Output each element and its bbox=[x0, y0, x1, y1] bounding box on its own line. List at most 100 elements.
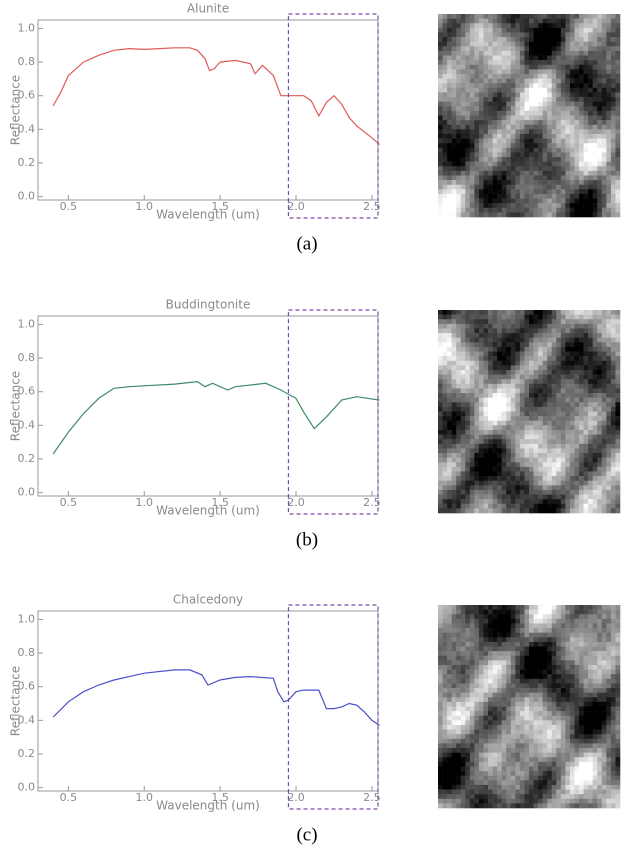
map-pixel bbox=[543, 633, 548, 638]
map-pixel bbox=[606, 60, 611, 65]
map-pixel bbox=[479, 69, 484, 74]
map-pixel bbox=[465, 702, 470, 707]
map-pixel bbox=[529, 111, 534, 116]
map-pixel bbox=[570, 633, 575, 638]
map-pixel bbox=[465, 347, 470, 352]
map-pixel bbox=[511, 739, 516, 744]
map-pixel bbox=[538, 328, 543, 333]
map-pixel bbox=[575, 393, 580, 398]
map-pixel bbox=[579, 674, 584, 679]
map-pixel bbox=[606, 97, 611, 102]
map-pixel bbox=[579, 356, 584, 361]
map-pixel bbox=[615, 462, 620, 467]
map-pixel bbox=[465, 352, 470, 357]
map-pixel bbox=[511, 32, 516, 37]
map-pixel bbox=[538, 439, 543, 444]
map-pixel bbox=[456, 697, 461, 702]
map-pixel bbox=[524, 175, 529, 180]
map-pixel bbox=[488, 720, 493, 725]
map-pixel bbox=[443, 476, 448, 481]
map-pixel bbox=[606, 56, 611, 61]
map-pixel bbox=[443, 430, 448, 435]
map-pixel bbox=[579, 111, 584, 116]
map-pixel bbox=[465, 739, 470, 744]
map-pixel bbox=[465, 725, 470, 730]
map-pixel bbox=[561, 56, 566, 61]
map-pixel bbox=[502, 614, 507, 619]
map-pixel bbox=[543, 730, 548, 735]
map-pixel bbox=[461, 730, 466, 735]
map-pixel bbox=[584, 46, 589, 51]
map-pixel bbox=[511, 23, 516, 28]
map-pixel bbox=[611, 208, 616, 213]
map-pixel bbox=[529, 143, 534, 148]
map-pixel bbox=[552, 407, 557, 412]
map-pixel bbox=[447, 310, 452, 315]
map-pixel bbox=[447, 660, 452, 665]
map-pixel bbox=[575, 319, 580, 324]
map-pixel bbox=[456, 453, 461, 458]
map-pixel bbox=[452, 129, 457, 134]
map-pixel bbox=[524, 14, 529, 19]
map-pixel bbox=[456, 785, 461, 790]
map-pixel bbox=[602, 398, 607, 403]
map-pixel bbox=[456, 361, 461, 366]
map-pixel bbox=[611, 51, 616, 56]
map-pixel bbox=[488, 766, 493, 771]
map-pixel bbox=[452, 670, 457, 675]
map-pixel bbox=[556, 707, 561, 712]
map-pixel bbox=[520, 152, 525, 157]
map-pixel bbox=[547, 19, 552, 24]
map-pixel bbox=[502, 203, 507, 208]
map-pixel bbox=[461, 490, 466, 495]
map-pixel bbox=[497, 384, 502, 389]
map-pixel bbox=[579, 28, 584, 33]
map-pixel bbox=[611, 430, 616, 435]
map-pixel bbox=[570, 379, 575, 384]
map-pixel bbox=[493, 162, 498, 167]
map-pixel bbox=[497, 111, 502, 116]
map-pixel bbox=[534, 619, 539, 624]
map-pixel bbox=[443, 370, 448, 375]
map-pixel bbox=[474, 762, 479, 767]
map-pixel bbox=[461, 375, 466, 380]
map-pixel bbox=[447, 743, 452, 748]
map-pixel bbox=[556, 416, 561, 421]
map-pixel bbox=[588, 310, 593, 315]
map-pixel bbox=[488, 328, 493, 333]
map-pixel bbox=[611, 412, 616, 417]
map-pixel bbox=[438, 328, 443, 333]
map-pixel bbox=[438, 435, 443, 440]
map-pixel bbox=[524, 352, 529, 357]
map-pixel bbox=[438, 393, 443, 398]
map-pixel bbox=[493, 199, 498, 204]
map-pixel bbox=[479, 379, 484, 384]
map-pixel bbox=[456, 508, 461, 513]
map-pixel bbox=[529, 19, 534, 24]
map-pixel bbox=[474, 753, 479, 758]
map-pixel bbox=[593, 203, 598, 208]
map-pixel bbox=[474, 134, 479, 139]
map-pixel bbox=[606, 365, 611, 370]
map-pixel bbox=[543, 610, 548, 615]
map-pixel bbox=[506, 458, 511, 463]
map-pixel bbox=[565, 416, 570, 421]
map-pixel bbox=[538, 189, 543, 194]
map-pixel bbox=[470, 97, 475, 102]
map-pixel bbox=[602, 185, 607, 190]
map-pixel bbox=[570, 14, 575, 19]
map-pixel bbox=[456, 189, 461, 194]
map-pixel bbox=[484, 693, 489, 698]
map-pixel bbox=[611, 185, 616, 190]
map-pixel bbox=[447, 467, 452, 472]
map-pixel bbox=[615, 352, 620, 357]
map-pixel bbox=[561, 416, 566, 421]
map-pixel bbox=[515, 642, 520, 647]
map-pixel bbox=[547, 743, 552, 748]
map-pixel bbox=[615, 28, 620, 33]
map-pixel bbox=[438, 407, 443, 412]
map-pixel bbox=[456, 180, 461, 185]
map-pixel bbox=[606, 148, 611, 153]
map-pixel bbox=[438, 628, 443, 633]
